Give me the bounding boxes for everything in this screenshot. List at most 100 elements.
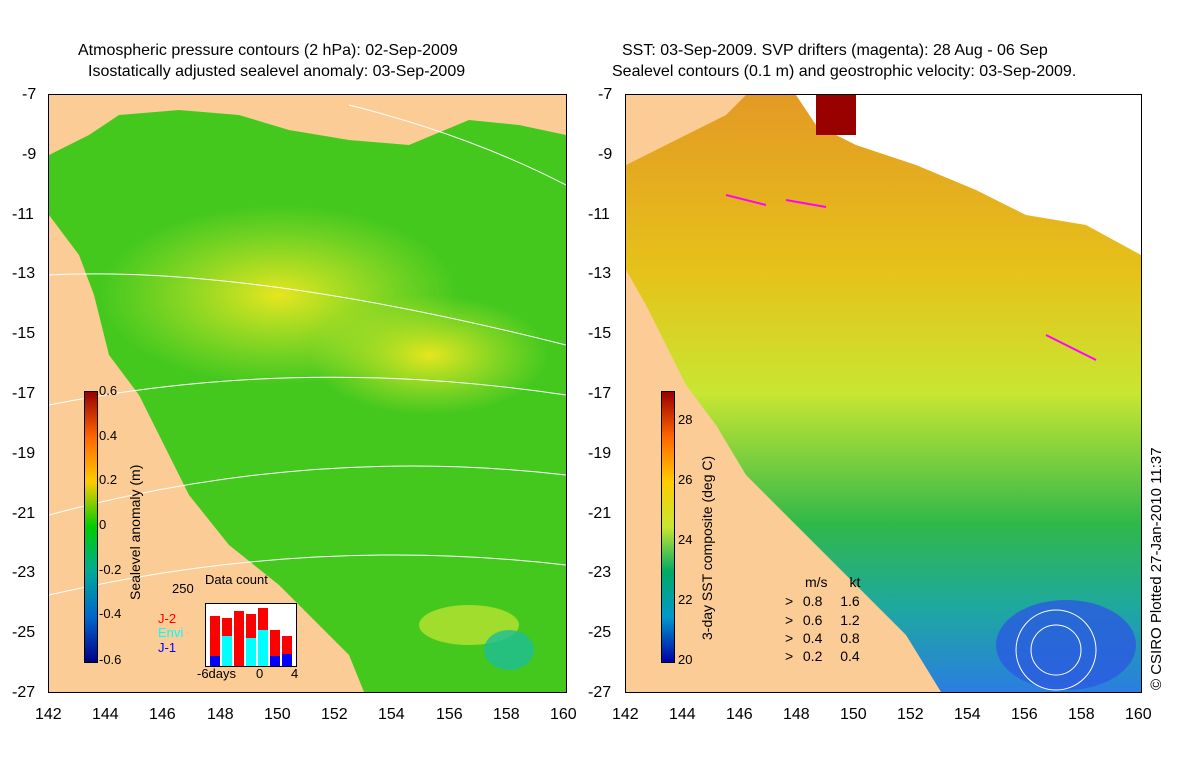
australia-land	[49, 215, 364, 692]
legend-ms: 0.2	[802, 648, 823, 664]
left-map[interactable]	[48, 94, 567, 693]
lat-label: -15	[12, 325, 36, 342]
velocity-legend-row: > 0.4 0.8	[785, 630, 860, 646]
arrow-icon: >	[785, 593, 794, 609]
lat-label: -9	[598, 146, 613, 163]
right-title-line2: Sealevel contours (0.1 m) and geostrophi…	[612, 63, 1077, 80]
inset-xlabel: 4	[291, 666, 299, 681]
lat-label: -27	[588, 684, 612, 701]
png-land	[626, 95, 746, 165]
pressure-contour	[49, 554, 566, 596]
drifter-track	[1045, 334, 1097, 361]
inset-series-label: Envi	[158, 625, 184, 640]
lon-label: 146	[149, 706, 176, 723]
cold-eddy	[996, 600, 1136, 690]
lon-label: 156	[1011, 706, 1038, 723]
lat-label: -11	[12, 206, 34, 223]
lon-label: 146	[726, 706, 753, 723]
australia-land	[626, 270, 941, 692]
lat-label: -13	[588, 265, 612, 282]
right-cb-tick: 26	[678, 472, 693, 487]
legend-ms: 0.8	[802, 593, 823, 609]
credit-text: © CSIRO Plotted 27-Jan-2010 11:37	[1148, 447, 1165, 690]
lat-label: -21	[588, 505, 612, 522]
velocity-legend-kt-header: kt	[849, 574, 861, 590]
pressure-contour	[49, 273, 566, 346]
lon-label: 160	[1125, 706, 1152, 723]
lat-label: -19	[12, 445, 36, 462]
lat-label: -25	[12, 624, 36, 641]
lon-label: 158	[1068, 706, 1095, 723]
lon-label: 152	[321, 706, 348, 723]
drifter-track	[785, 199, 827, 208]
velocity-legend-ms-header: m/s	[805, 574, 828, 590]
png-land	[49, 95, 566, 155]
arrow-icon: >	[785, 630, 794, 646]
left-cb-tick: 0.6	[99, 383, 118, 398]
pressure-contour	[49, 465, 566, 516]
inset-series-label: J-2	[158, 611, 177, 626]
lat-label: -21	[12, 505, 36, 522]
lat-label: -7	[22, 86, 37, 103]
legend-kt: 1.6	[840, 593, 860, 609]
left-cb-tick: 0.4	[99, 428, 118, 443]
legend-ms: 0.4	[802, 630, 823, 646]
inset-ymax: 250	[172, 581, 194, 596]
cloud-mask	[796, 95, 1141, 255]
lon-label: 154	[954, 706, 981, 723]
left-cb-tick: 0	[99, 517, 107, 532]
lat-label: -19	[588, 445, 612, 462]
sealevel-contour	[1015, 609, 1097, 691]
lon-label: 150	[840, 706, 867, 723]
left-colorbar	[84, 391, 98, 663]
velocity-legend-header: m/s kt	[805, 574, 860, 590]
left-map-svg	[49, 95, 566, 692]
pressure-contour	[49, 376, 566, 406]
sealevel-contour	[1030, 624, 1082, 676]
pressure-contour	[348, 104, 566, 186]
left-cb-tick: -0.2	[99, 562, 122, 577]
lon-label: 142	[612, 706, 639, 723]
left-title-line1: Atmospheric pressure contours (2 hPa): 0…	[78, 42, 458, 59]
lon-label: 158	[493, 706, 520, 723]
lat-label: -23	[588, 564, 612, 581]
lat-label: -17	[12, 385, 36, 402]
anomaly-low	[484, 630, 534, 670]
arrow-icon: >	[785, 648, 794, 664]
left-cb-tick: -0.6	[99, 652, 122, 667]
lat-label: -15	[588, 325, 612, 342]
inset-xlabel: -6days	[197, 666, 237, 681]
right-title-line1: SST: 03-Sep-2009. SVP drifters (magenta)…	[622, 42, 1048, 59]
right-map-svg	[626, 95, 1141, 692]
lat-label: -13	[12, 265, 36, 282]
arrow-icon: >	[785, 612, 794, 628]
right-cb-tick: 24	[678, 532, 693, 547]
velocity-legend-row: > 0.6 1.2	[785, 612, 860, 628]
right-cb-tick: 20	[678, 652, 693, 667]
lon-label: 142	[35, 706, 62, 723]
legend-kt: 1.2	[840, 612, 860, 628]
lat-label: -9	[22, 146, 37, 163]
legend-kt: 0.8	[840, 630, 860, 646]
right-cb-tick: 22	[678, 592, 693, 607]
drifter-track	[725, 194, 767, 206]
inset-series-label: J-1	[158, 640, 177, 655]
lon-label: 148	[207, 706, 234, 723]
lon-label: 148	[783, 706, 810, 723]
lon-label: 154	[378, 706, 405, 723]
lon-label: 144	[669, 706, 696, 723]
lat-label: -23	[12, 564, 36, 581]
legend-ms: 0.6	[802, 612, 823, 628]
lat-label: -11	[588, 206, 610, 223]
left-cb-tick: 0.2	[99, 472, 118, 487]
lon-label: 156	[436, 706, 463, 723]
left-title-line2: Isostatically adjusted sealevel anomaly:…	[88, 63, 466, 80]
warm-patch	[816, 95, 856, 135]
lon-label: 150	[264, 706, 291, 723]
right-map[interactable]	[625, 94, 1142, 693]
velocity-legend-row: > 0.8 1.6	[785, 593, 860, 609]
inset-title: Data count	[205, 572, 268, 587]
lat-label: -27	[12, 684, 36, 701]
lat-label: -7	[598, 86, 613, 103]
velocity-legend-row: > 0.2 0.4	[785, 648, 860, 664]
